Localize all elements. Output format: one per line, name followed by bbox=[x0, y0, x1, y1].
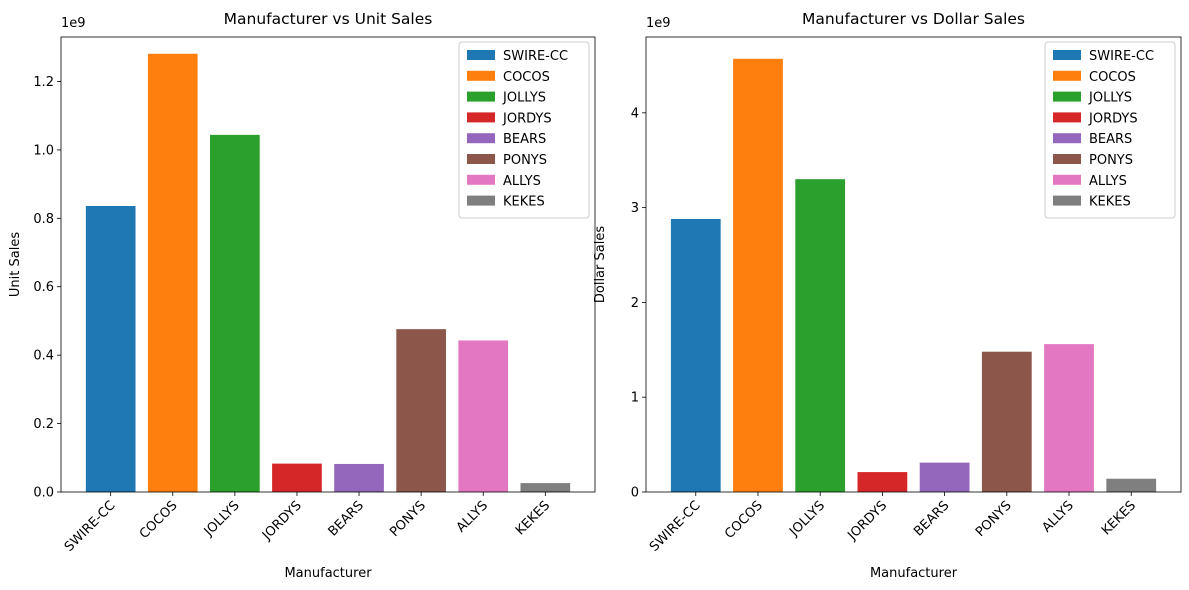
x-tick-label: ALLYS bbox=[1039, 498, 1076, 535]
legend-label-allys: ALLYS bbox=[1089, 174, 1127, 189]
legend-label-jollys: JOLLYS bbox=[502, 91, 546, 106]
x-tick-label: KEKES bbox=[513, 498, 553, 538]
legend-label-jordys: JORDYS bbox=[502, 111, 552, 126]
x-tick-label: ALLYS bbox=[454, 498, 491, 535]
legend-swatch-jollys bbox=[1053, 91, 1081, 102]
x-axis-label: Manufacturer bbox=[284, 566, 372, 581]
legend-swatch-jollys bbox=[467, 91, 495, 102]
x-tick-label: SWIRE-CC bbox=[62, 498, 119, 555]
y-tick-label: 3 bbox=[631, 201, 639, 216]
legend-swatch-allys bbox=[1053, 174, 1081, 185]
axis-offset-label: 1e9 bbox=[61, 16, 86, 31]
x-axis-label: Manufacturer bbox=[870, 566, 958, 581]
legend-swatch-jordys bbox=[467, 112, 495, 123]
legend-label-kekes: KEKES bbox=[503, 195, 545, 210]
bar-kekes bbox=[520, 483, 571, 492]
y-axis-label: Dollar Sales bbox=[593, 226, 608, 303]
legend-swatch-bears bbox=[1053, 133, 1081, 144]
y-tick-label: 0.4 bbox=[33, 349, 54, 364]
x-tick-label: JOLLYS bbox=[201, 498, 243, 540]
chart-panel-1: 0.0 0.2 0.4 0.6 0.8 1.0 1.2 SWIRE-CC COCOS JOLLYS… bbox=[8, 10, 596, 581]
bar-allys bbox=[458, 340, 509, 492]
legend-label-jordys: JORDYS bbox=[1088, 111, 1138, 126]
y-tick-label: 0.6 bbox=[33, 280, 54, 295]
bar-jordys bbox=[857, 472, 908, 492]
legend-label-ponys: PONYS bbox=[503, 153, 547, 168]
bar-jollys bbox=[795, 179, 846, 492]
legend-swatch-jordys bbox=[1053, 112, 1081, 123]
x-tick-label: BEARS bbox=[911, 498, 952, 539]
x-tick-label: BEARS bbox=[326, 498, 367, 539]
y-axis-label: Unit Sales bbox=[8, 232, 23, 297]
x-tick-label: COCOS bbox=[722, 498, 766, 542]
y-tick-label: 1.0 bbox=[33, 143, 54, 158]
legend-box bbox=[1044, 41, 1176, 219]
y-tick-label: 0.0 bbox=[33, 486, 54, 501]
plot-frame bbox=[60, 36, 596, 493]
legend-label-swire-cc: SWIRE-CC bbox=[1089, 49, 1154, 64]
bar-swire-cc bbox=[670, 219, 721, 492]
legend-label-jollys: JOLLYS bbox=[1088, 91, 1132, 106]
x-tick-label: JORDYS bbox=[259, 498, 305, 544]
y-tick-label: 4 bbox=[631, 106, 639, 121]
bar-cocos bbox=[733, 58, 783, 492]
legend-swatch-ponys bbox=[467, 154, 495, 164]
x-tick-label: COCOS bbox=[137, 498, 181, 542]
bar-allys bbox=[1044, 344, 1094, 492]
y-tick-label: 1.2 bbox=[33, 75, 54, 90]
legend-swatch-kekes bbox=[467, 195, 495, 206]
bar-ponys bbox=[396, 329, 446, 492]
bar-swire-cc bbox=[85, 206, 136, 492]
y-tick-label: 2 bbox=[631, 296, 639, 311]
bar-kekes bbox=[1106, 478, 1157, 492]
bar-jollys bbox=[210, 134, 260, 492]
y-tick-label: 1 bbox=[631, 391, 639, 406]
legend-swatch-cocos bbox=[1053, 70, 1081, 81]
chart-title: Manufacturer vs Unit Sales bbox=[224, 10, 433, 28]
bar-jordys bbox=[272, 463, 322, 492]
x-tick-label: SWIRE-CC bbox=[647, 498, 704, 555]
plot-frame bbox=[645, 36, 1182, 493]
legend-label-bears: BEARS bbox=[1089, 132, 1132, 147]
chart-panel-2: 0 1 2 3 4 SWIRE-CC COCOS JOLLYS JORDYS BEARS PONYS… bbox=[593, 10, 1182, 581]
x-tick-label: JORDYS bbox=[845, 498, 891, 544]
y-tick-label: 0.8 bbox=[33, 212, 54, 227]
axis-offset-label: 1e9 bbox=[646, 16, 671, 31]
legend-label-ponys: PONYS bbox=[1089, 153, 1133, 168]
bar-bears bbox=[919, 462, 970, 492]
legend-swatch-bears bbox=[467, 133, 495, 144]
bar-bears bbox=[334, 463, 384, 492]
bar-cocos bbox=[147, 53, 198, 493]
legend-label-cocos: COCOS bbox=[503, 70, 550, 85]
legend-swatch-swire-cc bbox=[1053, 50, 1081, 60]
chart-title: Manufacturer vs Dollar Sales bbox=[802, 10, 1025, 28]
y-tick-label: 0 bbox=[631, 486, 639, 501]
legend-swatch-swire-cc bbox=[467, 50, 495, 60]
legend-swatch-cocos bbox=[467, 70, 495, 81]
legend-label-kekes: KEKES bbox=[1089, 195, 1131, 210]
legend-swatch-kekes bbox=[1053, 195, 1081, 206]
x-tick-label: PONYS bbox=[973, 498, 1015, 540]
x-tick-label: PONYS bbox=[387, 498, 429, 540]
legend-label-bears: BEARS bbox=[503, 132, 546, 147]
legend-swatch-ponys bbox=[1053, 154, 1081, 164]
legend-box bbox=[458, 41, 590, 219]
legend-label-cocos: COCOS bbox=[1089, 70, 1136, 85]
legend-swatch-allys bbox=[467, 174, 495, 185]
y-tick-label: 0.2 bbox=[33, 417, 54, 432]
legend: SWIRE-CC COCOS JOLLYS JORDYS BEARS PONYS ALLYS… bbox=[1044, 41, 1176, 219]
legend: SWIRE-CC COCOS JOLLYS JORDYS BEARS PONYS ALLYS… bbox=[458, 41, 590, 219]
bar-ponys bbox=[981, 351, 1032, 492]
x-tick-label: JOLLYS bbox=[786, 498, 828, 540]
legend-label-allys: ALLYS bbox=[503, 174, 541, 189]
legend-label-swire-cc: SWIRE-CC bbox=[503, 49, 568, 64]
x-tick-label: KEKES bbox=[1099, 498, 1139, 538]
